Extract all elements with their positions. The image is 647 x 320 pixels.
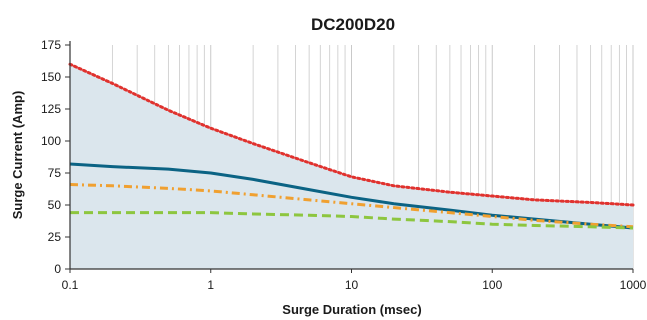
y-tick-label: 125: [41, 102, 61, 116]
area-layer: [70, 64, 633, 269]
x-tick-label: 10: [345, 278, 359, 292]
series-layer: [68, 62, 635, 230]
x-axis-label: Surge Duration (msec): [282, 302, 421, 317]
x-tick-label: 1000: [620, 278, 647, 292]
series-line-4: [70, 211, 634, 230]
y-tick-label: 175: [41, 38, 61, 52]
y-axis-label: Surge Current (Amp): [10, 91, 25, 220]
x-tick-label: 1: [207, 278, 214, 292]
x-tick-label: 0.1: [62, 278, 79, 292]
y-tick-label: 75: [48, 166, 62, 180]
chart-title: DC200D20: [311, 15, 395, 34]
tick-layer: 0 25 50 75 100 125 150 175 0.1 1 10 100 1000: [41, 38, 647, 292]
series-line-3: [69, 183, 634, 229]
x-tick-label: 100: [482, 278, 502, 292]
y-tick-label: 25: [48, 230, 62, 244]
y-tick-label: 0: [54, 262, 61, 276]
y-tick-label: 100: [41, 134, 61, 148]
y-tick-label: 150: [41, 70, 61, 84]
series-line-2: [69, 162, 634, 230]
series-line-1: [68, 62, 635, 207]
area-fill: [70, 64, 633, 269]
y-tick-label: 50: [48, 198, 62, 212]
